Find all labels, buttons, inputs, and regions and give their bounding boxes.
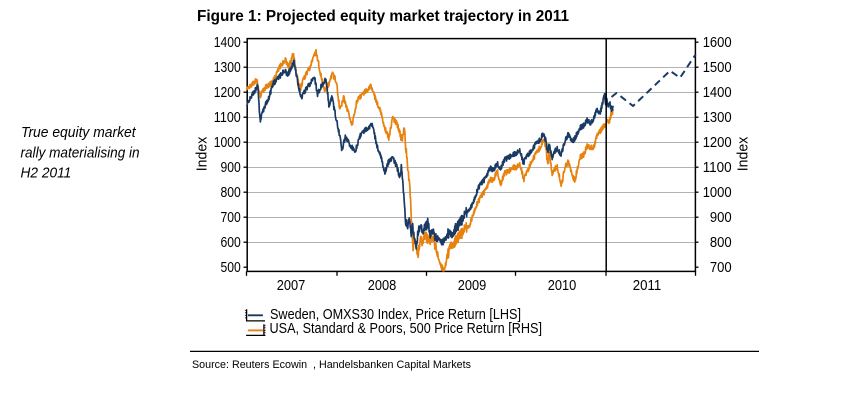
svg-text:700: 700 bbox=[221, 210, 241, 226]
svg-text:Source: Reuters Ecowin , Hand: Source: Reuters Ecowin , Handelsbanken C… bbox=[192, 359, 471, 371]
svg-text:1100: 1100 bbox=[703, 160, 732, 176]
svg-text:2011: 2011 bbox=[633, 278, 662, 294]
svg-text:1000: 1000 bbox=[214, 135, 241, 151]
svg-text:Sweden, OMXS30 Index, Price Re: Sweden, OMXS30 Index, Price Return [LHS] bbox=[270, 307, 521, 323]
svg-text:2008: 2008 bbox=[368, 278, 397, 294]
svg-text:1000: 1000 bbox=[703, 185, 732, 201]
svg-text:600: 600 bbox=[221, 235, 241, 251]
svg-text:1100: 1100 bbox=[214, 110, 241, 126]
svg-text:900: 900 bbox=[710, 210, 732, 226]
svg-text:1400: 1400 bbox=[703, 85, 732, 101]
svg-text:800: 800 bbox=[710, 235, 732, 251]
svg-text:H2 2011: H2 2011 bbox=[21, 165, 72, 182]
svg-text:700: 700 bbox=[710, 260, 732, 276]
svg-text:rally materialising in: rally materialising in bbox=[21, 144, 140, 161]
svg-text:1600: 1600 bbox=[703, 35, 732, 51]
svg-text:1200: 1200 bbox=[703, 135, 732, 151]
svg-text:2010: 2010 bbox=[548, 278, 577, 294]
svg-text:1300: 1300 bbox=[703, 110, 732, 126]
svg-text:800: 800 bbox=[221, 185, 241, 201]
svg-text:1500: 1500 bbox=[703, 60, 732, 76]
svg-text:Index: Index bbox=[194, 137, 210, 172]
svg-text:1200: 1200 bbox=[214, 85, 241, 101]
svg-text:True equity market: True equity market bbox=[21, 124, 136, 141]
svg-text:Index: Index bbox=[735, 137, 751, 172]
svg-text:1300: 1300 bbox=[214, 60, 241, 76]
svg-text:500: 500 bbox=[221, 260, 241, 276]
svg-text:2007: 2007 bbox=[277, 278, 306, 294]
svg-text:USA, Standard & Poors, 500 Pri: USA, Standard & Poors, 500 Price Return … bbox=[270, 321, 543, 337]
svg-text:Figure 1: Projected equity mar: Figure 1: Projected equity market trajec… bbox=[197, 8, 569, 25]
svg-text:900: 900 bbox=[221, 160, 241, 176]
svg-text:2009: 2009 bbox=[458, 278, 487, 294]
svg-text:1400: 1400 bbox=[214, 35, 241, 51]
